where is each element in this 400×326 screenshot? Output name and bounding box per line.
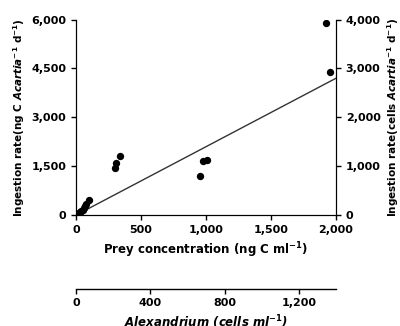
Point (78, 208, 84, 214)
Point (112, 165, 118, 170)
Y-axis label: Ingestion rate(cells $Acartia$$^{-1}$ d$^{-1}$): Ingestion rate(cells $Acartia$$^{-1}$ d$… (385, 18, 400, 217)
Point (113, 160, 120, 166)
Point (322, 20, 329, 25)
Point (117, 154, 124, 159)
X-axis label: Prey concentration (ng C ml$^{-1}$): Prey concentration (ng C ml$^{-1}$) (104, 241, 308, 260)
Point (75, 211, 81, 216)
Point (80, 205, 87, 211)
Y-axis label: Ingestion rate(ng C $Acartia$$^{-1}$ d$^{-1}$): Ingestion rate(ng C $Acartia$$^{-1}$ d$^… (11, 18, 27, 217)
Point (79, 207, 86, 212)
Point (196, 173, 203, 179)
Point (83, 201, 90, 206)
Point (200, 159, 207, 164)
Point (86, 198, 92, 203)
X-axis label: $Alexandrium$ (cells ml$^{-1}$): $Alexandrium$ (cells ml$^{-1}$) (124, 314, 288, 326)
Point (74, 212, 80, 217)
Point (77, 209, 83, 215)
Point (204, 158, 210, 163)
Point (326, 69, 333, 74)
Point (75, 210, 82, 215)
Point (82, 203, 88, 209)
